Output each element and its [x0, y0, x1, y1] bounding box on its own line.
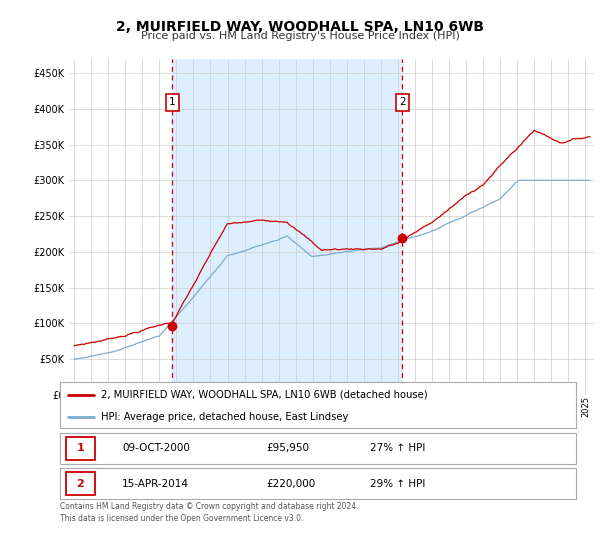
Text: 09-OCT-2000: 09-OCT-2000: [122, 444, 190, 453]
Text: 27% ↑ HPI: 27% ↑ HPI: [370, 444, 425, 453]
Text: This data is licensed under the Open Government Licence v3.0.: This data is licensed under the Open Gov…: [60, 514, 304, 523]
Text: Price paid vs. HM Land Registry's House Price Index (HPI): Price paid vs. HM Land Registry's House …: [140, 31, 460, 41]
Text: Contains HM Land Registry data © Crown copyright and database right 2024.: Contains HM Land Registry data © Crown c…: [60, 502, 359, 511]
Text: 1: 1: [76, 444, 84, 453]
Text: £220,000: £220,000: [266, 479, 316, 488]
Text: 15-APR-2014: 15-APR-2014: [122, 479, 189, 488]
Text: 2, MUIRFIELD WAY, WOODHALL SPA, LN10 6WB: 2, MUIRFIELD WAY, WOODHALL SPA, LN10 6WB: [116, 20, 484, 34]
Text: 2: 2: [76, 479, 84, 488]
Text: 29% ↑ HPI: 29% ↑ HPI: [370, 479, 425, 488]
Text: HPI: Average price, detached house, East Lindsey: HPI: Average price, detached house, East…: [101, 412, 349, 422]
FancyBboxPatch shape: [66, 437, 95, 460]
FancyBboxPatch shape: [66, 472, 95, 495]
Bar: [172, 59, 402, 395]
Text: 2, MUIRFIELD WAY, WOODHALL SPA, LN10 6WB (detached house): 2, MUIRFIELD WAY, WOODHALL SPA, LN10 6WB…: [101, 390, 428, 400]
Text: £95,950: £95,950: [266, 444, 310, 453]
Text: 1: 1: [169, 97, 175, 108]
Text: 2: 2: [399, 97, 406, 108]
